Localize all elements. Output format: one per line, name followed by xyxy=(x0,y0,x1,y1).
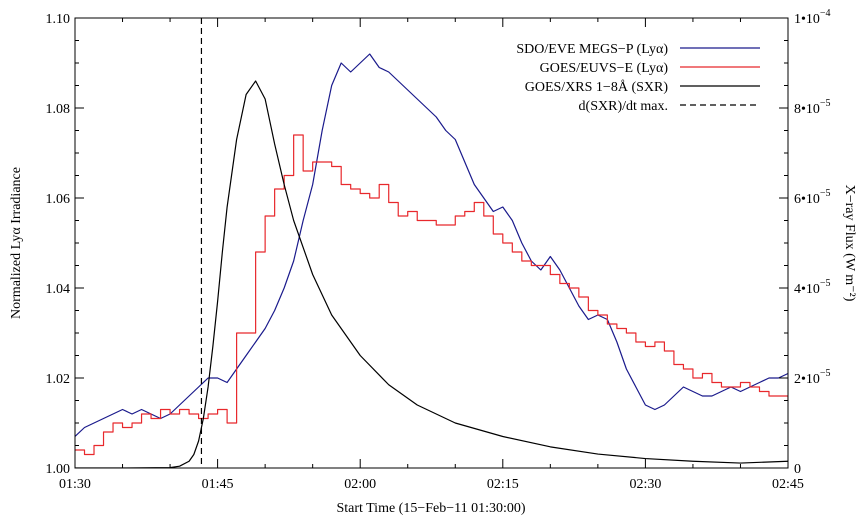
y-right-tick-exponent: −4 xyxy=(820,8,831,19)
x-tick-label: 02:00 xyxy=(344,477,376,492)
y-right-tick-exponent: −5 xyxy=(820,278,831,289)
y-right-tick-label: 4•10−5 xyxy=(794,278,831,297)
y-right-tick-label: 0 xyxy=(794,462,801,477)
y-right-tick-label: 6•10−5 xyxy=(794,188,831,207)
tick-layer: 01:30 01:45 02:00 02:15 02:30 02:45 1.00 1.02 1.… xyxy=(46,8,831,492)
x-tick-label: 02:45 xyxy=(772,477,804,492)
legend-label: GOES/EUVS−E (Lyα) xyxy=(540,61,669,76)
series-layer xyxy=(75,53,788,468)
legend-label: GOES/XRS 1−8Å (SXR) xyxy=(525,79,669,95)
y-right-tick-base: 2•10 xyxy=(794,372,820,387)
series-line-2 xyxy=(75,134,788,456)
y-left-tick-label: 1.00 xyxy=(46,462,71,477)
y-left-tick-label: 1.04 xyxy=(46,282,71,297)
legend: SDO/EVE MEGS−P (Lyα) GOES/EUVS−E (Lyα) GOE… xyxy=(516,42,760,114)
y-right-tick-base: 8•10 xyxy=(794,102,820,117)
x-tick-label: 02:15 xyxy=(487,477,519,492)
y-axis-title-right: X−ray Flux (W m⁻²) xyxy=(842,185,857,302)
legend-label: SDO/EVE MEGS−P (Lyα) xyxy=(516,42,668,57)
legend-label: d(SXR)/dt max. xyxy=(579,99,668,114)
y-right-tick-exponent: −5 xyxy=(820,188,831,199)
y-right-tick-label: 2•10−5 xyxy=(794,368,831,387)
x-tick-label: 01:45 xyxy=(202,477,234,492)
y-left-tick-label: 1.10 xyxy=(46,12,71,27)
x-tick-label: 01:30 xyxy=(59,477,91,492)
y-right-tick-base: 4•10 xyxy=(794,282,820,297)
y-left-tick-label: 1.06 xyxy=(46,192,71,207)
x-axis-title: Start Time (15−Feb−11 01:30:00) xyxy=(336,501,525,516)
y-right-tick-exponent: −5 xyxy=(820,368,831,379)
y-left-tick-label: 1.08 xyxy=(46,102,71,117)
y-right-tick-label: 8•10−5 xyxy=(794,98,831,117)
y-right-tick-exponent: −5 xyxy=(820,98,831,109)
series-line-3 xyxy=(75,80,788,468)
y-axis-title-left: Normalized Lyα Irradiance xyxy=(9,167,24,319)
x-tick-label: 02:30 xyxy=(629,477,661,492)
series-line-1 xyxy=(75,53,788,437)
y-right-tick-label: 1•10−4 xyxy=(794,8,831,27)
y-left-tick-label: 1.02 xyxy=(46,372,71,387)
y-right-tick-base: 1•10 xyxy=(794,12,820,27)
y-right-tick-base: 6•10 xyxy=(794,192,820,207)
y-right-tick-base: 0 xyxy=(794,462,801,477)
